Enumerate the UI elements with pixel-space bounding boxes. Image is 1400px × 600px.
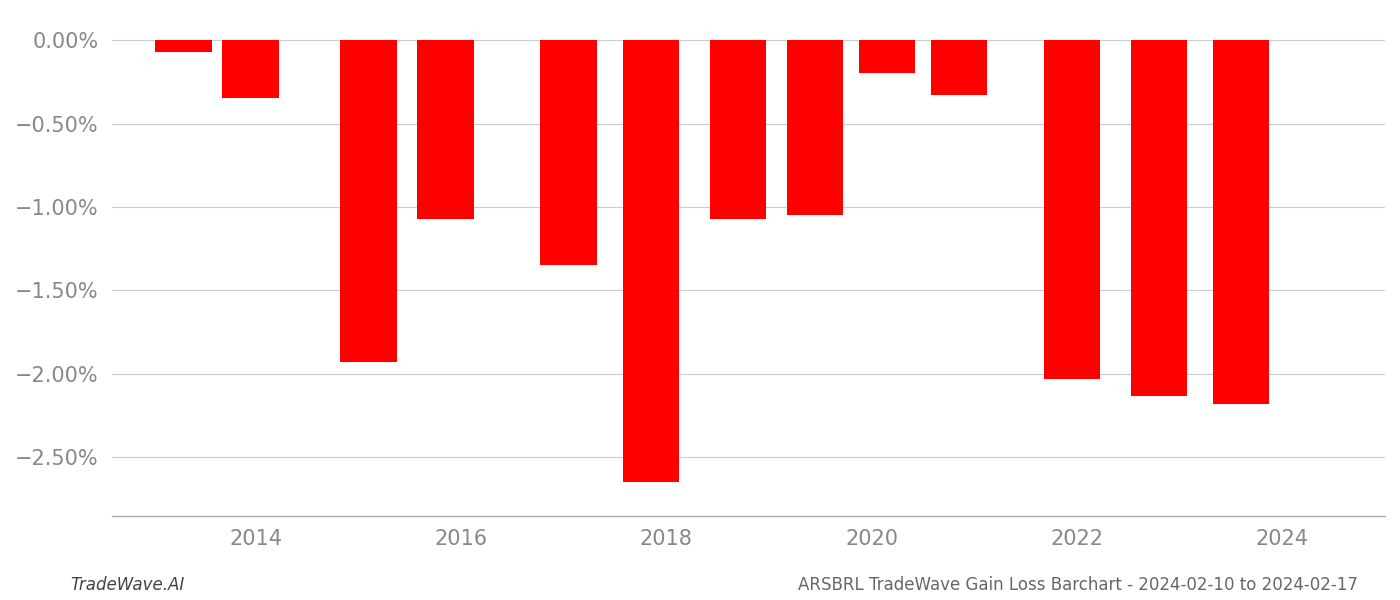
Bar xyxy=(340,40,396,362)
Bar xyxy=(540,40,596,265)
Bar xyxy=(931,40,987,95)
Bar xyxy=(623,40,679,482)
Text: TradeWave.AI: TradeWave.AI xyxy=(70,576,185,594)
Bar xyxy=(155,40,211,52)
Bar xyxy=(787,40,843,215)
Bar xyxy=(1212,40,1270,404)
Bar xyxy=(223,40,279,98)
Text: ARSBRL TradeWave Gain Loss Barchart - 2024-02-10 to 2024-02-17: ARSBRL TradeWave Gain Loss Barchart - 20… xyxy=(798,576,1358,594)
Bar xyxy=(710,40,766,218)
Bar xyxy=(858,40,916,73)
Bar xyxy=(1043,40,1100,379)
Bar xyxy=(1131,40,1187,395)
Bar xyxy=(417,40,473,218)
